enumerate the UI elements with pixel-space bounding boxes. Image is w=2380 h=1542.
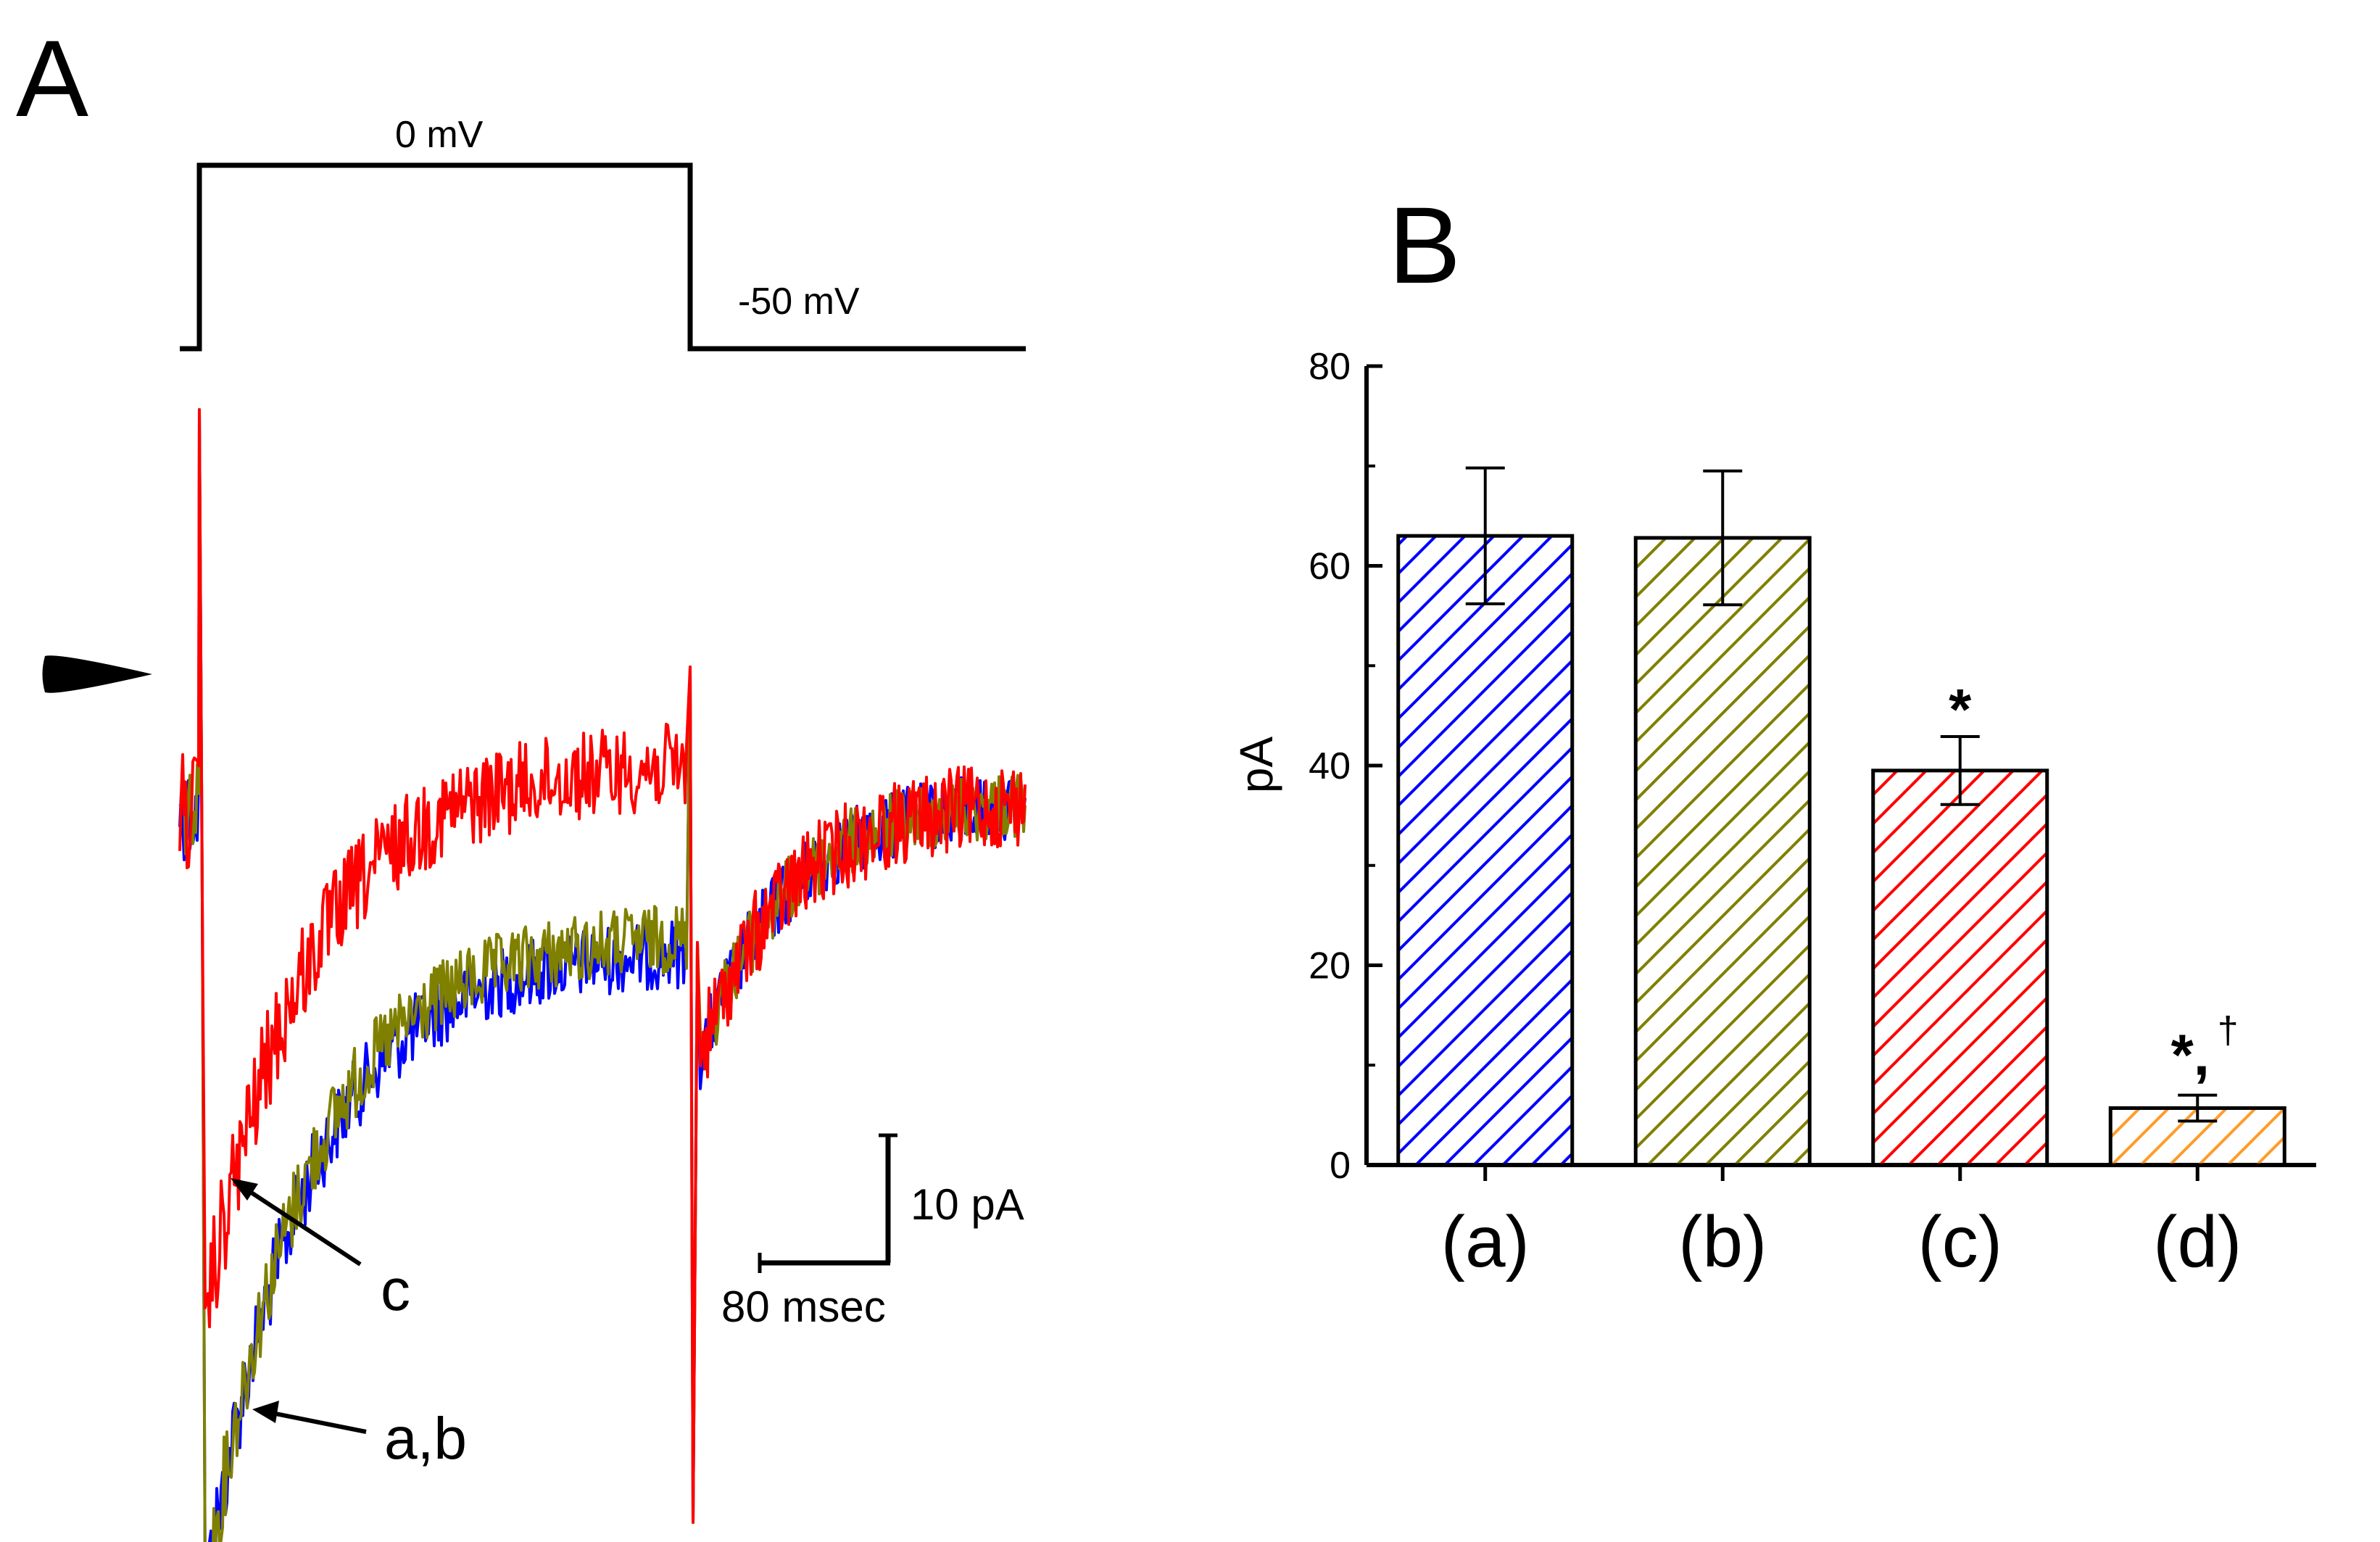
panel-a: A 0 mV -50 mV c a,b 10 pA 80 msec [16, 17, 1027, 1542]
dagger-label: † [2218, 1010, 2239, 1052]
trace-label-ab: a,b [384, 1406, 467, 1472]
trace-c-arrow-icon [231, 1178, 362, 1267]
y-tick-label: 80 [1309, 346, 1351, 388]
significance-label: * [1949, 677, 1972, 742]
x-category-label: (b) [1678, 1201, 1767, 1282]
current-scale-label: 10 pA [911, 1180, 1024, 1229]
zero-current-arrowhead-icon [42, 655, 152, 693]
time-scale-label: 80 msec [721, 1282, 886, 1331]
panel-a-letter: A [16, 17, 88, 139]
error-bar [1465, 466, 1505, 605]
voltage-protocol-line [180, 162, 1026, 352]
panel-b: B pA 0 20 40 60 80 (a) (b) (c) * (d) *, † [1230, 184, 2316, 1282]
y-axis-title: pA [1230, 737, 1282, 794]
panel-b-letter: B [1388, 184, 1461, 306]
x-category-label: (c) [1917, 1201, 2002, 1282]
step-voltage-label: 0 mV [395, 114, 484, 156]
current-trace-b [178, 408, 1027, 1542]
trace-label-c: c [381, 1257, 410, 1323]
bar-(c) [1871, 768, 2049, 1167]
y-tick-label: 20 [1309, 945, 1351, 987]
x-category-label: (d) [2153, 1201, 2242, 1282]
bar-(b) [1633, 536, 1812, 1167]
y-tick-label: 0 [1330, 1145, 1351, 1187]
y-tick-label: 60 [1309, 546, 1351, 588]
error-bar [2178, 1093, 2218, 1123]
significance-label: *, [2171, 1023, 2210, 1087]
bar-chart: 0 20 40 60 80 (a) (b) (c) * (d) *, † [1309, 346, 2316, 1282]
current-trace-c [178, 408, 1027, 1524]
scale-bar [758, 1133, 897, 1273]
x-category-label: (a) [1441, 1201, 1530, 1282]
y-tick-label: 40 [1309, 745, 1351, 787]
error-bar [1940, 735, 1980, 806]
trace-ab-arrow-icon [252, 1401, 367, 1434]
holding-voltage-label: -50 mV [738, 281, 860, 323]
current-traces [178, 408, 1027, 1542]
error-bar [1703, 469, 1743, 607]
bar-(a) [1396, 534, 1575, 1167]
